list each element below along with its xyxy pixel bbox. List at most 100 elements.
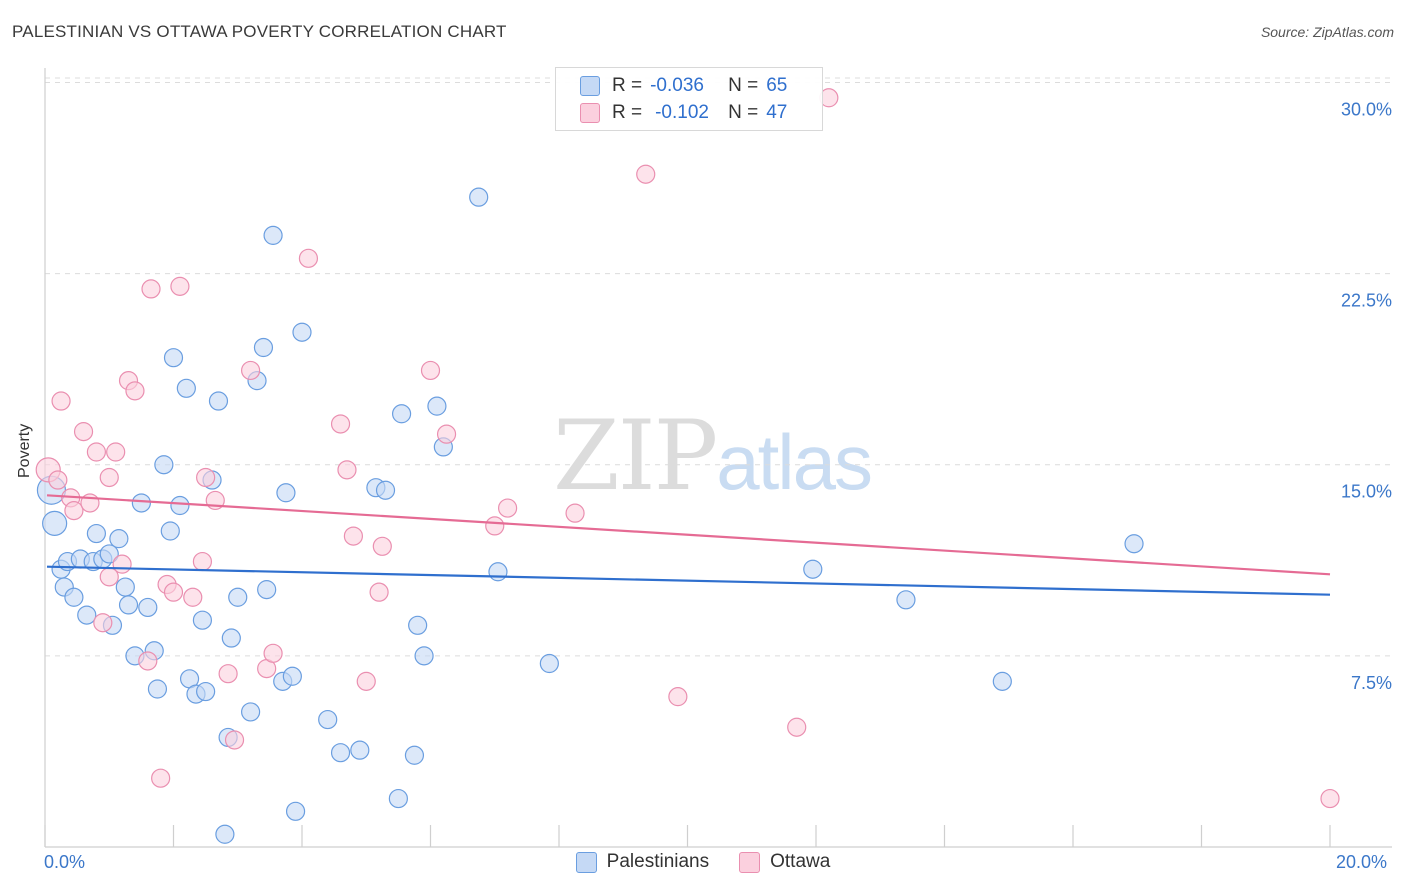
palestinians-point	[257, 580, 277, 600]
palestinians-point	[469, 187, 489, 207]
ottawa-point	[372, 536, 392, 556]
ottawa-point	[163, 582, 184, 602]
palestinians-point	[42, 510, 68, 536]
ottawa-trend-line	[46, 494, 1331, 576]
source-label: Source: ZipAtlas.com	[1260, 24, 1394, 40]
palestinians-point	[154, 455, 174, 475]
ottawa-point	[343, 526, 363, 546]
y-tick-labels: 7.5% 15.0% 22.5% 30.0%	[1341, 99, 1392, 692]
palestinians-point	[263, 225, 283, 245]
palestinians-point	[99, 544, 119, 564]
palestinians-point	[388, 788, 408, 809]
ottawa-swatch	[580, 103, 600, 123]
palestinians-point	[404, 745, 425, 765]
ottawa-point	[369, 582, 389, 602]
legend-label-palestinians: Palestinians	[606, 851, 710, 872]
r-value: -0.036	[650, 75, 704, 96]
palestinians-point	[375, 480, 396, 500]
ottawa-point	[138, 651, 158, 671]
palestinians-point	[1124, 534, 1144, 554]
palestinians-point	[131, 493, 151, 513]
ottawa-point	[298, 248, 319, 268]
palestinians-point	[118, 595, 139, 615]
x-tick-label-min: 0.0%	[44, 852, 86, 872]
palestinians-swatch	[580, 76, 600, 96]
y-tick-label: 22.5%	[1341, 291, 1392, 311]
palestinians-point	[215, 824, 235, 844]
ottawa-point	[224, 730, 245, 750]
ottawa-point	[141, 279, 161, 299]
palestinians-point	[896, 590, 916, 610]
ottawa-point	[1320, 788, 1340, 809]
palestinians-point	[391, 404, 412, 424]
palestinians-point	[115, 577, 135, 597]
y-tick-label: 7.5%	[1351, 673, 1392, 693]
palestinians-point	[253, 337, 274, 358]
chart-title: PALESTINIAN VS OTTAWA POVERTY CORRELATIO…	[12, 22, 507, 41]
palestinians-point	[163, 348, 184, 368]
palestinians-point	[276, 483, 296, 503]
ottawa-point	[420, 360, 441, 381]
palestinians-point	[408, 615, 428, 635]
ottawa-point	[99, 467, 119, 488]
ottawa-point	[356, 671, 376, 691]
ottawa-point	[330, 414, 351, 434]
palestinians-point	[228, 587, 248, 607]
y-tick-label: 30.0%	[1341, 99, 1392, 119]
ottawa-point	[787, 717, 807, 737]
ottawa-legend-swatch	[739, 851, 761, 873]
palestinians-point	[86, 523, 107, 544]
points-layer	[35, 88, 1340, 844]
ottawa-point	[485, 516, 505, 536]
palestinians-point	[285, 801, 306, 821]
y-axis-label: Poverty	[16, 423, 33, 478]
axis-layer	[44, 68, 1392, 848]
ottawa-point	[498, 498, 518, 518]
palestinians-point	[539, 653, 559, 674]
ottawa-point	[218, 664, 238, 684]
n-value: 65	[766, 75, 788, 96]
palestinians-point	[414, 646, 434, 666]
correlation-legend: R = -0.036 N = 65 R = -0.102 N = 47	[555, 67, 823, 131]
ottawa-point	[668, 687, 688, 707]
r-label: R =	[612, 75, 643, 96]
legend-row-palestinians: R = -0.036 N = 65	[580, 74, 787, 98]
ottawa-point	[263, 643, 283, 663]
ottawa-point	[183, 587, 203, 607]
ottawa-point	[86, 442, 107, 462]
trend-layer	[46, 494, 1331, 596]
ottawa-point	[112, 554, 132, 574]
x-tick-label-max: 20.0%	[1336, 852, 1388, 872]
palestinians-point	[77, 605, 97, 625]
palestinians-point	[241, 702, 261, 722]
n-value: 47	[766, 102, 788, 123]
series-legend: Palestinians Ottawa	[0, 851, 1406, 873]
palestinians-point	[196, 681, 216, 702]
palestinians-point	[330, 743, 351, 763]
palestinians-point	[176, 378, 196, 398]
palestinians-point	[147, 679, 168, 699]
palestinians-point	[282, 666, 302, 686]
ottawa-point	[64, 501, 84, 521]
palestinians-point	[292, 322, 312, 342]
ottawa-point	[170, 276, 190, 296]
palestinians-point	[350, 740, 370, 760]
palestinians-point	[109, 529, 129, 549]
ottawa-point	[196, 467, 216, 488]
palestinians-point	[488, 562, 508, 582]
r-value: -0.102	[655, 102, 709, 123]
ottawa-point	[436, 424, 457, 444]
ottawa-point	[106, 442, 126, 462]
y-tick-label: 15.0%	[1341, 482, 1392, 502]
ottawa-point	[565, 503, 585, 523]
legend-item-ottawa[interactable]: Ottawa	[739, 851, 830, 873]
legend-item-palestinians[interactable]: Palestinians	[575, 851, 710, 873]
palestinians-point	[318, 709, 338, 730]
n-label: N =	[728, 102, 759, 123]
ottawa-point	[93, 613, 113, 633]
palestinians-point	[208, 391, 229, 411]
palestinians-point	[221, 628, 241, 648]
r-label: R =	[612, 102, 643, 123]
ottawa-point	[636, 164, 656, 184]
